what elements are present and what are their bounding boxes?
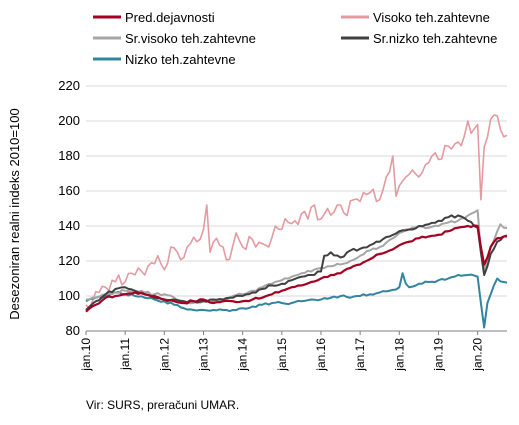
x-tick-label: jan.16	[314, 338, 328, 372]
source-note: Vir: SURS, preračuni UMAR.	[86, 398, 239, 412]
y-tick-label: 80	[66, 323, 80, 338]
x-tick-label: jan.15	[275, 338, 289, 372]
legend: Pred.dejavnosti Visoko teh.zahtevne Sr.vis…	[93, 10, 497, 67]
series-line-visoko-teh-zahtevne	[85, 114, 508, 310]
y-tick-label: 220	[58, 78, 80, 93]
y-tick-label: 140	[58, 218, 80, 233]
y-tick-label: 200	[58, 113, 80, 128]
legend-label: Nizko teh.zahtevne	[125, 52, 236, 67]
y-tick-label: 100	[58, 288, 80, 303]
x-tick-label: jan.17	[353, 338, 367, 372]
legend-label: Visoko teh.zahtevne	[373, 10, 490, 25]
y-axis-label: Desezoniran realni indeks 2010=100	[7, 108, 22, 319]
x-tick-label: jan.12	[157, 338, 171, 372]
series-line-sr-nizko-teh-zahtevne	[85, 214, 508, 311]
x-tick-label: jan.20	[471, 338, 485, 372]
y-tick-label: 120	[58, 253, 80, 268]
axes: 80 100 120 140 160 180 200 220 jan.10 jan.11 jan.1…	[58, 78, 507, 372]
x-tick-label: jan.11	[118, 338, 132, 371]
legend-label: Sr.visoko teh.zahtevne	[125, 31, 256, 46]
series-line-nizko-teh-zahtevne	[85, 272, 508, 329]
y-tick-label: 180	[58, 148, 80, 163]
series-lines	[85, 114, 508, 329]
series-line-sr-visoko-teh-zahtevne	[85, 209, 508, 305]
x-tick-label: jan.18	[392, 338, 406, 372]
legend-label: Sr.nizko teh.zahtevne	[373, 31, 497, 46]
x-tick-label: jan.10	[79, 338, 93, 372]
x-tick-label: jan.14	[236, 338, 250, 372]
x-tick-label: jan.19	[431, 338, 445, 372]
x-tick-label: jan.13	[196, 338, 210, 372]
legend-label: Pred.dejavnosti	[125, 10, 215, 25]
series-line-pred-dejavnosti	[85, 224, 508, 313]
y-tick-label: 160	[58, 183, 80, 198]
